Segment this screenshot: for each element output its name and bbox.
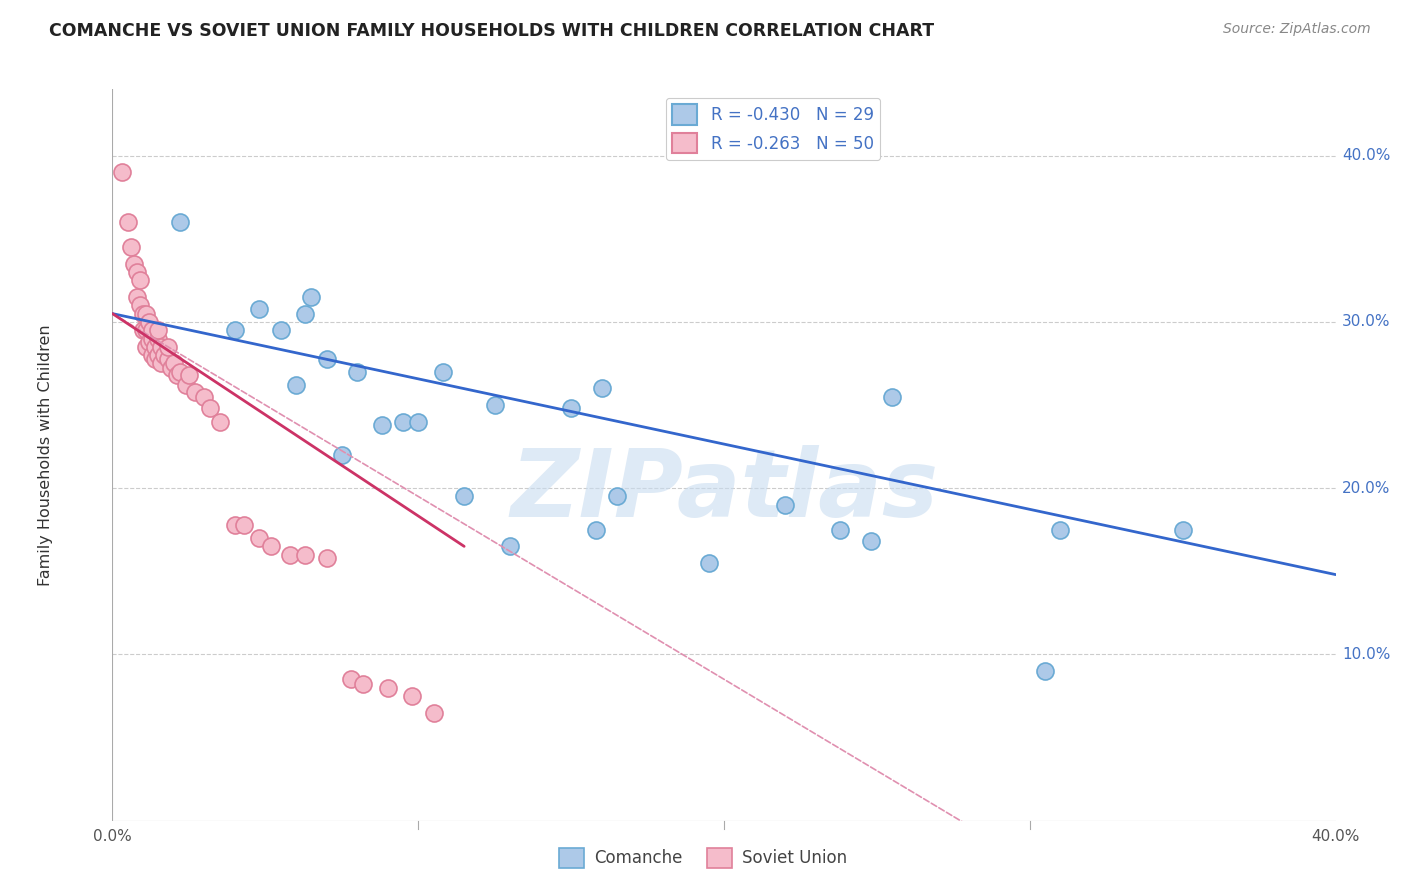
Point xyxy=(484,398,506,412)
Point xyxy=(143,351,166,366)
Point xyxy=(169,365,191,379)
Point xyxy=(247,531,270,545)
Point xyxy=(129,298,152,312)
Point xyxy=(159,361,181,376)
Point xyxy=(352,677,374,691)
Point xyxy=(377,681,399,695)
Point xyxy=(138,315,160,329)
Text: 0.0%: 0.0% xyxy=(93,830,132,845)
Point xyxy=(315,351,337,366)
Text: Source: ZipAtlas.com: Source: ZipAtlas.com xyxy=(1223,22,1371,37)
Point xyxy=(129,273,152,287)
Point xyxy=(392,415,415,429)
Point xyxy=(294,548,316,562)
Point xyxy=(163,356,186,370)
Point xyxy=(830,523,852,537)
Point xyxy=(153,348,176,362)
Point xyxy=(270,323,292,337)
Point xyxy=(166,368,188,383)
Point xyxy=(148,323,170,337)
Point xyxy=(148,348,170,362)
Point xyxy=(150,356,173,370)
Point xyxy=(132,307,155,321)
Point xyxy=(453,490,475,504)
Point xyxy=(141,348,163,362)
Point xyxy=(224,323,246,337)
Point xyxy=(315,551,337,566)
Point xyxy=(125,290,148,304)
Point xyxy=(117,215,139,229)
Point xyxy=(882,390,904,404)
Point xyxy=(177,368,200,383)
Point xyxy=(141,323,163,337)
Point xyxy=(233,517,256,532)
Point xyxy=(299,290,322,304)
Point xyxy=(697,556,720,570)
Point xyxy=(148,332,170,346)
Point xyxy=(606,490,628,504)
Point xyxy=(1171,523,1194,537)
Point xyxy=(143,340,166,354)
Point xyxy=(111,165,134,179)
Point xyxy=(135,307,157,321)
Point xyxy=(184,384,207,399)
Point xyxy=(138,334,160,349)
Point xyxy=(432,365,454,379)
Point xyxy=(174,378,197,392)
Point xyxy=(591,381,613,395)
Text: 40.0%: 40.0% xyxy=(1312,830,1360,845)
Point xyxy=(294,307,316,321)
Point xyxy=(330,448,353,462)
Point xyxy=(346,365,368,379)
Point xyxy=(200,401,222,416)
Point xyxy=(224,517,246,532)
Text: ZIPatlas: ZIPatlas xyxy=(510,445,938,538)
Point xyxy=(278,548,301,562)
Point xyxy=(775,498,797,512)
Point xyxy=(150,340,173,354)
Point xyxy=(370,417,392,432)
Point xyxy=(401,689,423,703)
Text: COMANCHE VS SOVIET UNION FAMILY HOUSEHOLDS WITH CHILDREN CORRELATION CHART: COMANCHE VS SOVIET UNION FAMILY HOUSEHOL… xyxy=(49,22,935,40)
Legend: Comanche, Soviet Union: Comanche, Soviet Union xyxy=(553,841,853,875)
Text: 20.0%: 20.0% xyxy=(1341,481,1391,496)
Text: 10.0%: 10.0% xyxy=(1341,647,1391,662)
Point xyxy=(260,539,283,553)
Legend: R = -0.430   N = 29, R = -0.263   N = 50: R = -0.430 N = 29, R = -0.263 N = 50 xyxy=(665,97,880,160)
Point xyxy=(135,340,157,354)
Point xyxy=(122,257,145,271)
Point xyxy=(1049,523,1071,537)
Point xyxy=(156,340,179,354)
Point xyxy=(132,323,155,337)
Point xyxy=(340,673,363,687)
Text: 30.0%: 30.0% xyxy=(1341,315,1391,329)
Point xyxy=(247,301,270,316)
Point xyxy=(141,332,163,346)
Point xyxy=(560,401,582,416)
Point xyxy=(208,415,231,429)
Point xyxy=(193,390,215,404)
Point xyxy=(169,215,191,229)
Point xyxy=(859,534,882,549)
Point xyxy=(585,523,607,537)
Point xyxy=(1033,664,1056,678)
Point xyxy=(125,265,148,279)
Point xyxy=(120,240,142,254)
Point xyxy=(156,351,179,366)
Point xyxy=(422,706,444,720)
Text: 40.0%: 40.0% xyxy=(1341,148,1391,163)
Point xyxy=(499,539,522,553)
Point xyxy=(135,323,157,337)
Point xyxy=(284,378,308,392)
Point xyxy=(408,415,430,429)
Text: Family Households with Children: Family Households with Children xyxy=(38,324,52,586)
